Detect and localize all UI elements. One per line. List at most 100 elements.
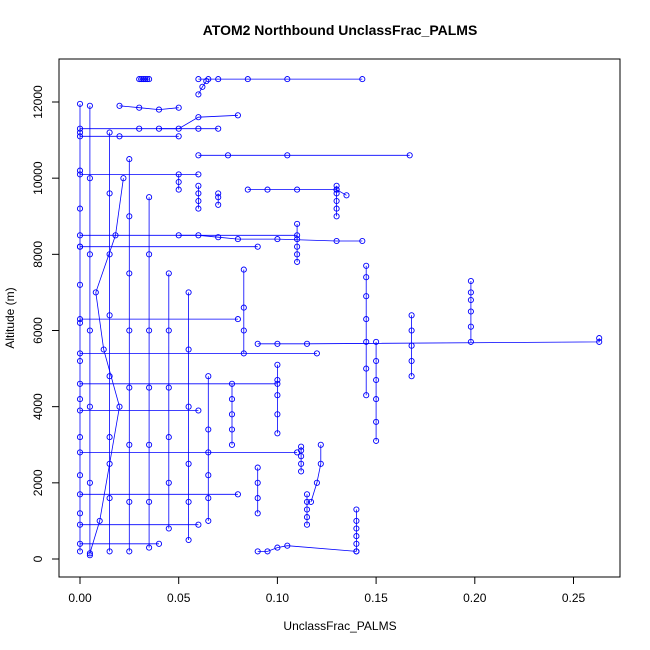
data-point — [138, 76, 145, 83]
data-point — [373, 418, 380, 425]
data-point — [373, 376, 380, 384]
data-point — [264, 548, 271, 555]
data-point — [313, 479, 320, 486]
series-27 — [146, 194, 153, 551]
data-point — [467, 277, 474, 285]
data-point — [313, 350, 320, 357]
data-point — [359, 76, 366, 83]
data-point — [155, 540, 163, 547]
data-point — [224, 152, 232, 159]
y-tick-label: 6000 — [31, 317, 45, 344]
series-31 — [195, 182, 202, 212]
series-5 — [195, 152, 413, 159]
data-point — [165, 525, 172, 532]
data-point — [146, 251, 153, 258]
data-point — [165, 479, 172, 486]
data-point — [76, 521, 84, 528]
series-3 — [195, 76, 366, 83]
data-point — [106, 373, 113, 380]
series-17 — [307, 441, 324, 505]
series-34 — [116, 102, 182, 113]
series-29 — [106, 129, 113, 555]
series-line — [257, 338, 600, 345]
data-point — [234, 491, 241, 498]
data-point — [126, 156, 133, 163]
data-point — [185, 536, 192, 544]
data-point — [303, 521, 311, 528]
data-point — [195, 152, 202, 159]
chart-title: ATOM2 Northbound UnclassFrac_PALMS — [203, 22, 478, 38]
data-point — [76, 129, 84, 136]
data-point — [467, 296, 474, 304]
data-point — [373, 396, 380, 403]
data-point — [234, 236, 241, 243]
series-28 — [126, 156, 133, 555]
x-tick-label: 0.15 — [364, 591, 388, 605]
data-point — [359, 237, 366, 245]
series-26 — [165, 270, 172, 532]
data-point — [244, 76, 251, 83]
x-axis: 0.00 0.05 0.10 0.15 0.20 0.25 — [68, 576, 586, 605]
data-point — [234, 316, 241, 323]
data-point — [294, 232, 301, 239]
data-point — [106, 190, 113, 197]
data-point — [274, 430, 281, 437]
data-point — [165, 270, 172, 277]
data-point — [195, 197, 202, 205]
data-point — [343, 192, 350, 199]
series-2 — [136, 76, 153, 83]
data-point — [205, 517, 212, 524]
series-44 — [76, 407, 202, 414]
data-point — [205, 426, 212, 433]
data-point — [205, 76, 212, 83]
data-point — [106, 548, 113, 555]
data-point — [195, 91, 202, 98]
data-point — [294, 236, 301, 243]
data-point — [333, 237, 340, 245]
data-point — [467, 308, 474, 315]
series-line — [310, 444, 322, 503]
data-point — [136, 104, 143, 111]
data-point — [353, 533, 360, 540]
data-point — [165, 327, 172, 334]
data-point — [333, 190, 340, 197]
data-point — [244, 186, 251, 193]
data-point — [228, 396, 236, 403]
data-point — [195, 521, 202, 528]
data-point — [106, 129, 113, 136]
data-point — [146, 441, 153, 448]
data-point — [76, 380, 84, 387]
data-point — [294, 251, 301, 258]
x-tick-label: 0.05 — [167, 591, 191, 605]
y-tick-label: 4000 — [31, 393, 45, 420]
data-point — [303, 340, 311, 347]
data-point — [317, 441, 324, 448]
series-20 — [254, 542, 360, 555]
data-point — [298, 460, 305, 467]
data-point — [294, 220, 301, 227]
data-point — [175, 186, 182, 193]
data-point — [274, 376, 281, 384]
series-11 — [467, 277, 474, 345]
data-point — [76, 350, 84, 357]
data-point — [144, 76, 151, 83]
series-47 — [76, 521, 202, 528]
data-point — [215, 234, 222, 241]
data-point — [86, 102, 93, 109]
data-point — [284, 542, 291, 549]
data-point — [92, 289, 99, 296]
data-point — [136, 125, 143, 132]
data-point — [136, 76, 143, 83]
data-point — [215, 125, 222, 132]
data-point — [146, 384, 153, 391]
series-9 — [294, 220, 301, 265]
y-tick-label: 10000 — [31, 161, 45, 195]
data-point — [303, 491, 311, 498]
data-point — [596, 338, 603, 345]
data-point — [126, 270, 133, 277]
data-point — [298, 468, 305, 475]
series-41 — [76, 316, 241, 323]
series-line — [119, 105, 179, 111]
data-point — [195, 171, 202, 178]
